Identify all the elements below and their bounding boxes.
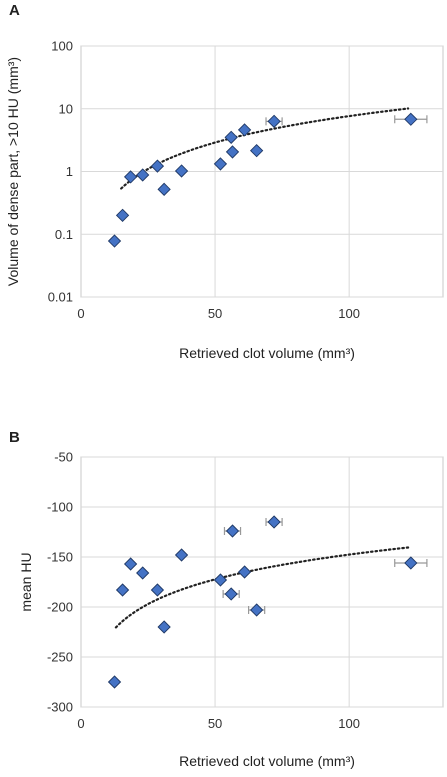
- y-axis-title: Volume of dense part, >10 HU (mm³): [5, 57, 21, 286]
- data-point: [107, 234, 122, 248]
- data-point: [267, 114, 281, 128]
- data-point: [136, 168, 150, 182]
- y-tick-label: 0.1: [55, 227, 73, 242]
- data-point: [237, 123, 252, 137]
- data-point: [150, 159, 165, 173]
- data-point: [404, 112, 418, 126]
- data-point: [115, 208, 130, 222]
- x-tick-label: 100: [338, 306, 360, 321]
- y-tick-label: 1: [66, 164, 73, 179]
- panel-label-b: B: [9, 429, 20, 446]
- trendline: [120, 107, 410, 190]
- data-point: [213, 157, 228, 171]
- data-point: [250, 144, 264, 158]
- y-tick-label: 100: [51, 39, 73, 54]
- y-tick-label: 0.01: [48, 290, 73, 305]
- data-point: [157, 182, 171, 196]
- data-point: [174, 164, 189, 178]
- x-tick-label: 0: [77, 306, 84, 321]
- x-axis-title: Retrieved clot volume (mm³): [179, 345, 355, 361]
- data-point: [225, 145, 240, 159]
- data-point: [224, 130, 238, 144]
- y-tick-label: 10: [59, 101, 73, 116]
- panel-label-a: A: [9, 2, 20, 19]
- x-tick-label: 50: [208, 306, 222, 321]
- data-point: [123, 170, 138, 184]
